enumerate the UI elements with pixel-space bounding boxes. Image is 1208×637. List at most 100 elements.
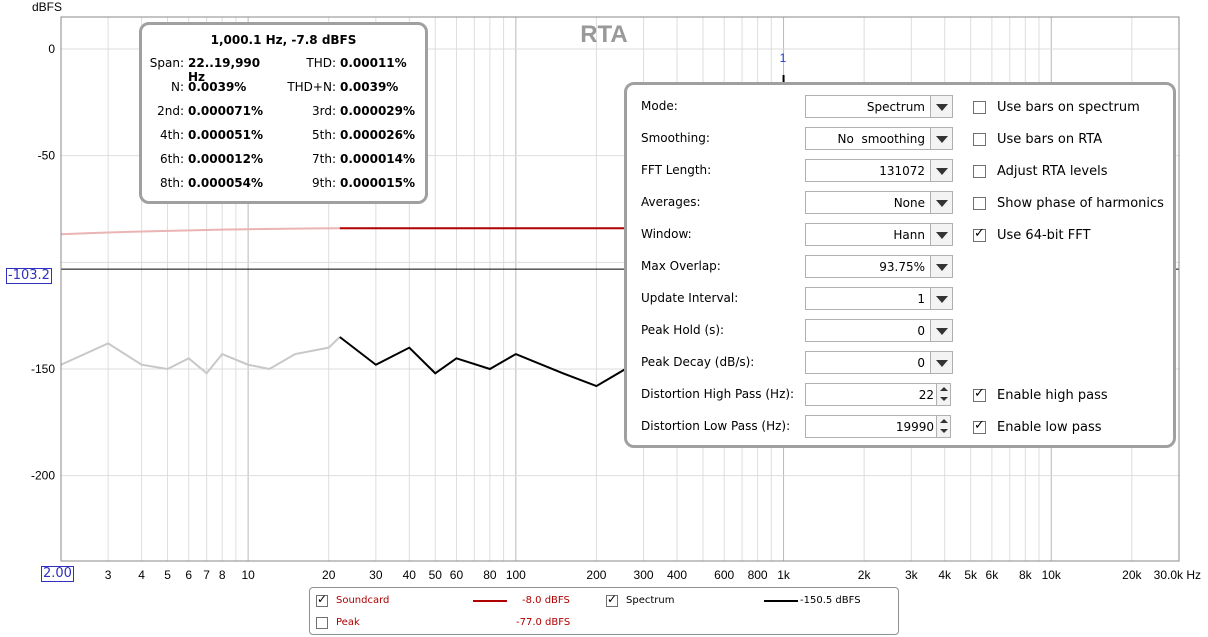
legend-soundcard-value: -8.0 dBFS [522, 595, 570, 606]
distortion-label: 6th: [160, 152, 184, 166]
harmonic-marker: 1 [780, 51, 787, 65]
legend-soundcard-label: Soundcard [336, 595, 390, 606]
x-tick-label: 20k [1122, 568, 1142, 582]
x-tick-label: 60 [450, 568, 464, 582]
update-interval-label: Update Interval: [641, 291, 739, 305]
dist-high-pass-spinner[interactable]: 22 [805, 383, 951, 406]
checkbox-box[interactable] [973, 226, 986, 242]
x-tick-label: 10k [1042, 568, 1062, 582]
smoothing-select[interactable]: No smoothing [805, 127, 953, 150]
distortion-label: 2nd: [157, 104, 184, 118]
x-tick-label: 300 [634, 568, 654, 582]
x-tick-label: 800 [748, 568, 768, 582]
window-select[interactable]: Hann [805, 223, 953, 246]
checkbox-box[interactable] [973, 386, 986, 402]
chevron-down-icon[interactable] [930, 128, 952, 149]
chevron-down-icon[interactable] [930, 288, 952, 309]
distortion-value: 0.000054% [188, 176, 264, 190]
dist-high-pass-label: Distortion High Pass (Hz): [641, 387, 795, 401]
mode-select[interactable]: Spectrum [805, 95, 953, 118]
x-tick-label: 4 [138, 568, 145, 582]
y-tick-label: 0 [48, 42, 55, 56]
legend-soundcard-swatch [473, 600, 507, 602]
distortion-header: 1,000.1 Hz, -7.8 dBFS [210, 33, 357, 47]
smoothing-label: Smoothing: [641, 131, 710, 145]
x-tick-label: 1k [777, 568, 791, 582]
spectrum-line-faded [60, 336, 341, 375]
chevron-down-icon[interactable] [930, 192, 952, 213]
chevron-down-icon[interactable] [930, 224, 952, 245]
x-tick-label: 3 [105, 568, 112, 582]
distortion-value: 0.000012% [188, 152, 264, 166]
mode-label: Mode: [641, 99, 678, 113]
legend-spectrum-value: -150.5 dBFS [800, 595, 861, 606]
spinner-arrows-icon[interactable] [936, 416, 950, 437]
x-tick-label: 80 [483, 568, 497, 582]
checkbox-box[interactable] [973, 418, 986, 434]
checkbox-box[interactable] [606, 592, 618, 607]
distortion-value: 0.000051% [188, 128, 264, 142]
spinner-arrows-icon[interactable] [936, 384, 950, 405]
max-overlap-select[interactable]: 93.75% [805, 255, 953, 278]
distortion-value: 0.000014% [340, 152, 416, 166]
distortion-label: N: [170, 80, 184, 94]
chevron-down-icon[interactable] [930, 96, 952, 117]
soundcard-line-faded [60, 227, 340, 236]
legend-peak-label: Peak [336, 617, 360, 628]
fft-length-select[interactable]: 131072 [805, 159, 953, 182]
chevron-down-icon[interactable] [930, 320, 952, 341]
y-tick-label: -150 [31, 362, 55, 376]
x-tick-label: 5k [964, 568, 978, 582]
x-tick-label: 400 [667, 568, 687, 582]
x-tick-label: 2k [858, 568, 872, 582]
y-axis-label: dBFS [32, 0, 62, 14]
x-tick-label: 30 [369, 568, 383, 582]
chevron-down-icon[interactable] [930, 352, 952, 373]
averages-select[interactable]: None [805, 191, 953, 214]
legend-spectrum-label: Spectrum [626, 595, 675, 606]
chevron-down-icon[interactable] [930, 256, 952, 277]
distortion-label: THD+N: [287, 80, 336, 94]
x-cursor-label[interactable]: 2.00 [41, 566, 74, 582]
x-tick-label: 50 [429, 568, 443, 582]
max-overlap-label: Max Overlap: [641, 259, 721, 273]
x-tick-label: 6 [185, 568, 192, 582]
x-tick-label: 4k [938, 568, 952, 582]
legend-spectrum-swatch [764, 600, 798, 602]
x-tick-label: 6k [986, 568, 1000, 582]
distortion-panel: 1,000.1 Hz, -7.8 dBFS Span: 22..19,990 Hz… [139, 22, 428, 204]
distortion-value: 0.0039% [188, 80, 247, 94]
distortion-value: 0.000029% [340, 104, 416, 118]
y-cursor-label[interactable]: -103.2 [6, 268, 52, 284]
checkbox-box[interactable] [973, 197, 986, 210]
window-label: Window: [641, 227, 692, 241]
distortion-value: 0.000015% [340, 176, 416, 190]
chevron-down-icon[interactable] [930, 160, 952, 181]
x-tick-label: 7 [203, 568, 210, 582]
checkbox-box[interactable] [316, 592, 328, 607]
dist-low-pass-spinner[interactable]: 19990 [805, 415, 951, 438]
checkbox-box[interactable] [973, 133, 986, 146]
peak-hold-select[interactable]: 0 [805, 319, 953, 342]
checkbox-box[interactable] [973, 101, 986, 114]
distortion-label: 9th: [312, 176, 336, 190]
averages-label: Averages: [641, 195, 701, 209]
checkbox-box[interactable] [316, 617, 328, 629]
distortion-label: THD: [306, 56, 336, 70]
distortion-label: 7th: [312, 152, 336, 166]
x-tick-label: 3k [905, 568, 919, 582]
checkbox-box[interactable] [973, 165, 986, 178]
distortion-label: Span: [149, 56, 184, 70]
distortion-value: 0.000071% [188, 104, 264, 118]
legend: Soundcard -8.0 dBFS Spectrum -150.5 dBFS… [309, 587, 899, 635]
update-interval-select[interactable]: 1 [805, 287, 953, 310]
plot-frame [60, 16, 1180, 562]
peak-decay-label: Peak Decay (dB/s): [641, 355, 755, 369]
x-tick-label: 200 [586, 568, 606, 582]
peak-decay-select[interactable]: 0 [805, 351, 953, 374]
x-tick-label: 8 [219, 568, 226, 582]
peak-hold-label: Peak Hold (s): [641, 323, 725, 337]
x-tick-label: 100 [506, 568, 526, 582]
distortion-value: 0.0039% [340, 80, 399, 94]
